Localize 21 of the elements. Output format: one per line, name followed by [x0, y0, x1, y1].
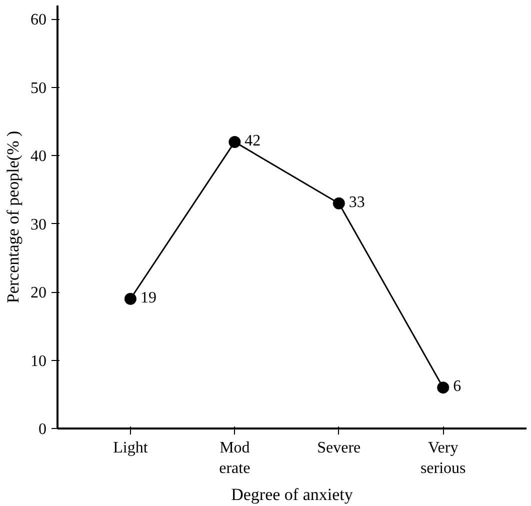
x-tick-label: Severe [317, 440, 361, 456]
data-label: 42 [244, 132, 261, 150]
data-label: 6 [453, 378, 462, 396]
y-tick-label: 10 [30, 352, 46, 370]
x-tick-label: Mod erate [219, 440, 250, 477]
x-tick-label: Light [113, 440, 148, 456]
x-tick-label: Very serious [420, 440, 466, 477]
point [332, 197, 345, 210]
data-label: 19 [140, 289, 156, 306]
y-tick-label: 30 [30, 216, 46, 234]
y-tick-label: 60 [30, 12, 46, 29]
y-tick-label: 40 [30, 148, 46, 166]
point [228, 136, 241, 148]
point [437, 382, 450, 394]
x-axis-title: Degree of anxiety [231, 484, 354, 504]
y-tick-label: 50 [30, 80, 46, 97]
point [124, 292, 136, 305]
data-label: 33 [348, 194, 365, 211]
y-tick-label: 0 [38, 421, 46, 438]
y-axis-title: Percentage of people(% ) [4, 130, 22, 304]
y-tick-label: 20 [30, 284, 46, 302]
